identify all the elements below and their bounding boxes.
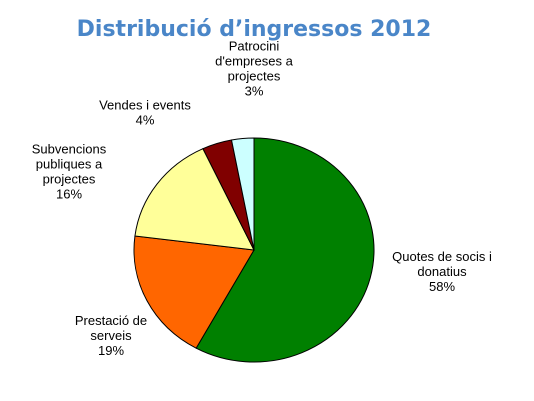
chart-title: Distribució d’ingressos 2012 [77,17,432,42]
pie-slice-2 [133,235,255,349]
pie-slice-5 [230,137,255,251]
slice-name-line: publiques a [36,157,103,172]
slice-label-4: Vendes i events 4% [99,98,191,128]
slice-label-3: Subvencions publiques a projectes 16% [32,142,107,202]
slice-label-2: Prestació de serveis 19% [75,313,147,358]
slice-name-line: d'empreses a [215,54,293,69]
slice-name-line: Quotes de socis i [392,249,492,264]
slice-name-line: projectes [43,172,96,187]
slice-name-line: serveis [90,328,132,343]
slice-name-line: Patrocini [229,39,280,54]
slice-value-label: 3% [245,84,264,99]
slice-name-line: Vendes i events [99,98,191,113]
slice-name-line: donatius [417,264,467,279]
slice-value-label: 16% [56,187,82,202]
slice-labels: Quotes de socis i donatius 58% Prestació de… [32,39,492,359]
slice-value-label: 58% [429,279,455,294]
slice-name-line: Subvencions [32,142,107,157]
slice-value-label: 4% [136,113,155,128]
pie-slice-1 [195,137,375,363]
slice-label-5: Patrocini d'empreses a projectes 3% [215,39,293,99]
slice-value-label: 19% [98,343,124,358]
slice-name-line: Prestació de [75,313,147,328]
slice-label-1: Quotes de socis i donatius 58% [392,249,492,294]
slice-name-line: projectes [228,69,281,84]
pie-slice-3 [134,148,255,251]
pie-slices [133,137,375,363]
